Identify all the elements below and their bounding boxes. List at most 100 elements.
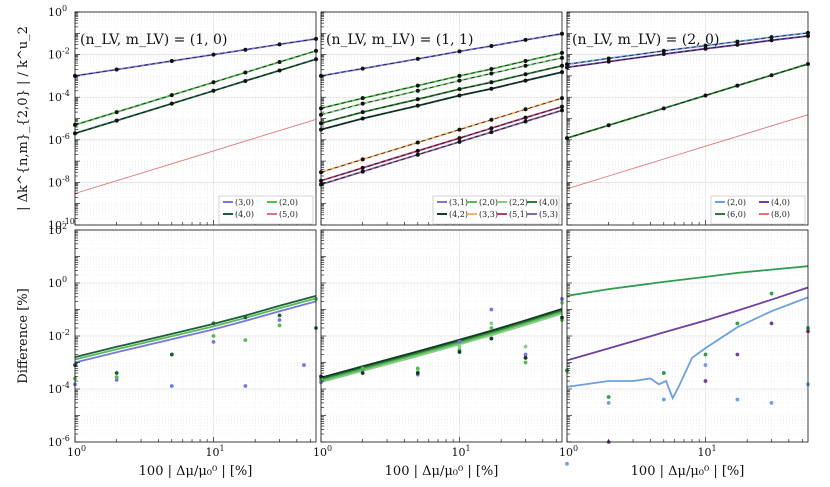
- data-point: [661, 52, 666, 57]
- data-point: [457, 139, 462, 144]
- data-point: [489, 86, 494, 91]
- legend-entry: (4,2): [449, 210, 468, 219]
- data-point: [703, 93, 708, 98]
- series-line: [566, 114, 809, 190]
- difference-point: [277, 323, 282, 328]
- difference-point: [523, 352, 528, 357]
- y-tick-label: 10-6: [48, 132, 70, 147]
- panel-title: (n_LV, m_LV) = (2, 0): [572, 32, 719, 48]
- legend-entry: (4,0): [771, 198, 790, 207]
- legend-entry: (4,0): [235, 210, 254, 219]
- data-point: [457, 73, 462, 78]
- legend-entry: (4,0): [539, 198, 558, 207]
- difference-point: [211, 339, 216, 344]
- legend-entry: (2,2): [509, 198, 528, 207]
- difference-line: [74, 297, 317, 361]
- data-point: [489, 71, 494, 76]
- plot-frame: [566, 229, 809, 443]
- difference-point: [565, 461, 569, 466]
- difference-point: [360, 366, 365, 371]
- data-point: [489, 80, 494, 85]
- data-point: [606, 123, 611, 128]
- x-tick-label: 100: [67, 444, 86, 459]
- difference-line: [566, 296, 809, 401]
- difference-point: [457, 350, 462, 354]
- plot-frame: [320, 11, 563, 226]
- data-point: [169, 101, 174, 106]
- data-point: [457, 136, 462, 141]
- data-point: [360, 101, 365, 106]
- data-point: [457, 127, 462, 132]
- x-axis-label: 100 | Δμ/μ₀⁰ | [%]: [385, 464, 499, 479]
- data-point: [703, 46, 708, 51]
- x-tick-label: 101: [697, 444, 716, 459]
- data-point: [415, 97, 420, 102]
- difference-point: [360, 371, 365, 375]
- data-point: [523, 72, 528, 77]
- difference-point: [277, 313, 282, 318]
- difference-point: [661, 371, 666, 375]
- x-tick-label: 101: [451, 444, 470, 459]
- x-axis-label: 100 | Δμ/μ₀⁰ | [%]: [631, 464, 745, 479]
- data-point: [457, 87, 462, 92]
- difference-point: [735, 352, 740, 357]
- y-tick-label: 10-4: [48, 89, 70, 104]
- data-point: [243, 47, 248, 52]
- difference-point: [114, 375, 119, 380]
- data-point: [523, 63, 528, 68]
- difference-point: [523, 355, 528, 360]
- legend-box: [218, 195, 314, 225]
- difference-point: [169, 352, 174, 357]
- data-point: [489, 126, 494, 131]
- data-point: [457, 78, 462, 83]
- data-point: [489, 67, 494, 72]
- data-point: [243, 78, 248, 83]
- difference-point: [114, 378, 119, 382]
- data-point: [489, 117, 494, 122]
- legend-box: [432, 195, 560, 225]
- difference-point: [489, 326, 494, 330]
- y-tick-label: 10-4: [48, 381, 70, 396]
- data-point: [415, 56, 420, 61]
- difference-point: [735, 321, 740, 326]
- difference-point: [415, 366, 420, 371]
- panel-title: (n_LV, m_LV) = (1, 1): [326, 32, 473, 48]
- difference-point: [703, 379, 708, 383]
- y-tick-label: 10-6: [48, 434, 70, 449]
- data-point: [277, 42, 282, 47]
- data-point: [243, 70, 248, 75]
- data-point: [769, 38, 774, 43]
- plot-frame: [320, 229, 563, 443]
- y-axis-label-top: | Δk^{n,m}_{2,0} | / k^u_2: [16, 26, 31, 211]
- legend-entry: (8,0): [771, 210, 790, 219]
- data-point: [360, 66, 365, 71]
- plot-frame: [74, 11, 317, 226]
- series-layer: [73, 30, 810, 466]
- legend-entry: (3,3): [479, 210, 498, 219]
- legend-entry: (5,3): [539, 210, 558, 219]
- data-point: [415, 140, 420, 145]
- plot-frame: [566, 11, 809, 226]
- data-point: [523, 37, 528, 42]
- legend-entry: (2,0): [479, 198, 498, 207]
- difference-point: [769, 321, 774, 326]
- data-point: [523, 115, 528, 120]
- grid-layer: [74, 11, 808, 443]
- difference-point: [769, 400, 774, 405]
- legend-box: [710, 195, 806, 225]
- data-point: [457, 49, 462, 54]
- difference-line: [566, 286, 809, 362]
- difference-point: [661, 397, 666, 402]
- legend-entry: (3,0): [235, 198, 254, 207]
- y-tick-label: 102: [48, 222, 67, 237]
- difference-line: [74, 300, 317, 364]
- data-point: [360, 165, 365, 170]
- data-point: [114, 118, 119, 123]
- data-point: [457, 93, 462, 98]
- data-point: [769, 35, 774, 40]
- series-line: [74, 118, 317, 194]
- difference-point: [489, 336, 494, 341]
- y-tick-label: 10-2: [48, 328, 70, 343]
- data-point: [735, 39, 740, 44]
- difference-line: [566, 265, 809, 297]
